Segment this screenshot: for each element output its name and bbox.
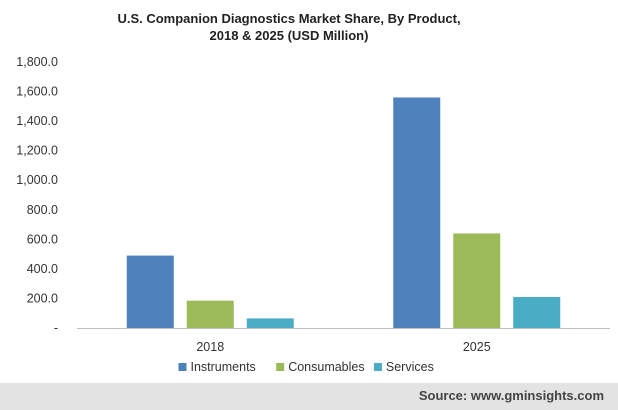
bar-instruments-2018 xyxy=(127,256,174,328)
legend-label-instruments: Instruments xyxy=(191,360,256,374)
y-tick-label: 1,400.0 xyxy=(16,114,58,128)
y-tick-label: 200.0 xyxy=(27,291,58,305)
legend-swatch-consumables xyxy=(276,363,284,371)
legend-swatch-instruments xyxy=(179,363,187,371)
chart-title: U.S. Companion Diagnostics Market Share,… xyxy=(117,11,460,43)
source-footer: Source: www.gminsights.com xyxy=(0,383,618,410)
y-tick-label: 400.0 xyxy=(27,262,58,276)
bar-services-2018 xyxy=(247,318,294,328)
bar-chart: U.S. Companion Diagnostics Market Share,… xyxy=(0,0,618,383)
y-tick-label: 1,200.0 xyxy=(16,144,58,158)
bars xyxy=(127,97,561,328)
x-category-label: 2018 xyxy=(196,340,224,354)
x-axis: 2018 2025 xyxy=(77,329,610,355)
y-tick-label: 600.0 xyxy=(27,232,58,246)
chart-title-line: U.S. Companion Diagnostics Market Share,… xyxy=(117,11,460,26)
legend-label-consumables: Consumables xyxy=(288,360,364,374)
y-tick-label: 1,000.0 xyxy=(16,173,58,187)
y-tick-label: 1,600.0 xyxy=(16,85,58,99)
legend-swatch-services xyxy=(374,363,382,371)
legend: Instruments Consumables Services xyxy=(179,360,434,374)
y-tick-label: 1,800.0 xyxy=(16,55,58,69)
bar-consumables-2018 xyxy=(187,301,234,328)
source-text: Source: www.gminsights.com xyxy=(419,388,604,403)
chart-title-line: 2018 & 2025 (USD Million) xyxy=(210,28,369,43)
x-category-label: 2025 xyxy=(463,340,491,354)
bar-instruments-2025 xyxy=(393,97,440,328)
y-tick-label: - xyxy=(54,321,58,335)
bar-services-2025 xyxy=(513,297,560,328)
y-axis: - 200.0 400.0 600.0 800.0 1,000.0 1,200.0 1,400… xyxy=(16,55,58,335)
legend-label-services: Services xyxy=(386,360,434,374)
y-tick-label: 800.0 xyxy=(27,203,58,217)
bar-consumables-2025 xyxy=(453,233,500,328)
